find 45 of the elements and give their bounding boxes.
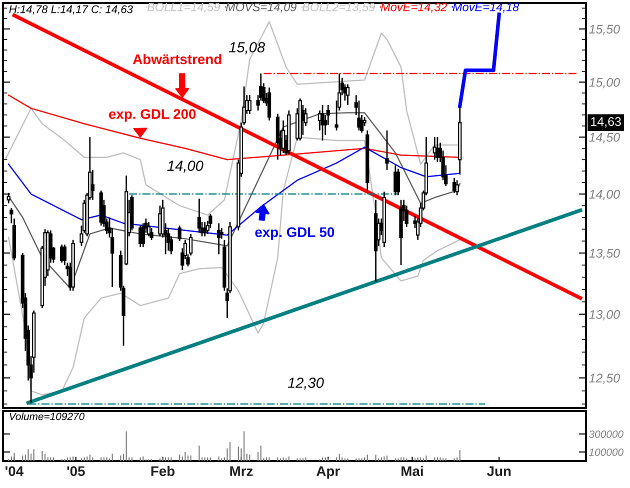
x-tick-label: Mrz bbox=[230, 466, 253, 476]
y-tick-label: 13,00 bbox=[589, 310, 620, 320]
candlestick bbox=[166, 227, 170, 252]
annotation: H:14,78 L:14,17 C: 14,63 bbox=[9, 5, 133, 14]
candlestick bbox=[217, 222, 221, 255]
candlestick bbox=[320, 104, 324, 142]
annotation: exp. GDL 200 bbox=[109, 109, 196, 122]
x-tick-label: '05 bbox=[67, 466, 85, 476]
annotation: exp. GDL 50 bbox=[255, 227, 334, 240]
legend-label: BOLL2=13,59 bbox=[302, 2, 375, 13]
annotation: 15,08 bbox=[228, 42, 266, 54]
line-series bbox=[8, 136, 460, 396]
annotation: 14,00 bbox=[167, 160, 204, 173]
y-tick-label: 15,00 bbox=[589, 78, 620, 88]
x-tick-label: Feb bbox=[151, 466, 175, 476]
y-tick-label: 100000 bbox=[589, 448, 624, 456]
candlestick bbox=[6, 192, 10, 204]
candlestick bbox=[248, 94, 252, 114]
candlestick bbox=[385, 130, 389, 171]
y-tick-label: 15,50 bbox=[589, 24, 620, 36]
y-tick-label: 14,00 bbox=[589, 190, 620, 200]
x-tick-label: Jun bbox=[486, 466, 511, 476]
candlestick bbox=[197, 198, 202, 234]
legend-label: MOVS=14,09 bbox=[226, 2, 296, 13]
legend-label: MovE=14,18 bbox=[452, 2, 519, 13]
y-tick-label: 300000 bbox=[589, 430, 624, 438]
x-tick-label: Apr bbox=[316, 466, 340, 479]
candlestick bbox=[202, 221, 207, 237]
x-tick-label: '04 bbox=[6, 466, 24, 476]
candlestick bbox=[396, 168, 400, 196]
annotation: 14,63 bbox=[591, 117, 621, 128]
annotation: Volume=109270 bbox=[10, 412, 85, 420]
candlestick bbox=[141, 222, 145, 248]
y-tick-label: 14,50 bbox=[589, 132, 620, 144]
legend-label: MovE=14,32 bbox=[380, 2, 447, 13]
y-tick-label: 13,50 bbox=[589, 248, 620, 260]
legend-label: BOLL1=14,59 bbox=[147, 2, 220, 13]
annotation: Abwärtstrend bbox=[132, 54, 222, 64]
y-tick-label: 12,50 bbox=[589, 374, 620, 384]
x-tick-label: Mai bbox=[402, 466, 423, 476]
candlestick bbox=[455, 180, 459, 196]
candlestick bbox=[346, 84, 350, 106]
candlestick bbox=[178, 224, 182, 242]
annotation: 12,30 bbox=[288, 378, 324, 390]
candlestick bbox=[281, 120, 286, 154]
